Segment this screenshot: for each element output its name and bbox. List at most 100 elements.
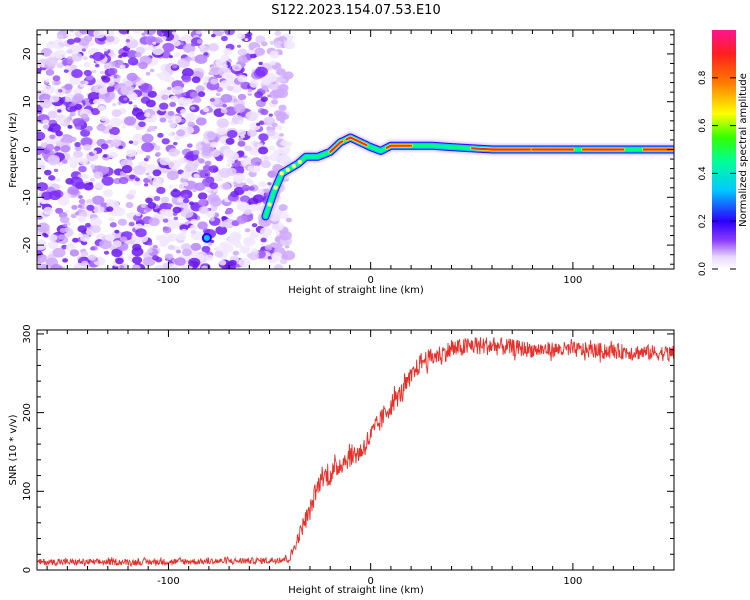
noise-speckle	[49, 86, 56, 92]
noise-speckle	[216, 118, 230, 129]
noise-speckle	[43, 124, 49, 130]
noise-speckle	[145, 172, 150, 176]
noise-speckle	[268, 145, 275, 151]
noise-speckle	[83, 62, 91, 68]
snr-xtick-label: 0	[367, 576, 373, 587]
noise-speckle	[64, 65, 71, 70]
noise-speckle	[271, 99, 279, 105]
noise-speckle	[90, 225, 101, 233]
noise-speckle	[58, 89, 63, 93]
noise-speckle	[57, 109, 62, 113]
noise-speckle	[64, 98, 70, 103]
noise-speckle	[80, 137, 93, 147]
noise-speckle	[52, 247, 66, 258]
noise-speckle	[169, 95, 179, 103]
noise-speckle	[225, 137, 235, 145]
noise-speckle	[52, 75, 61, 82]
spectrogram-xtick-label: 100	[563, 275, 582, 286]
ridge-core-red	[329, 140, 344, 153]
noise-speckle	[155, 151, 161, 157]
noise-speckle	[177, 198, 184, 203]
noise-speckle	[221, 215, 228, 221]
noise-speckle	[112, 103, 117, 107]
noise-speckle	[90, 246, 96, 251]
noise-speckle	[47, 154, 60, 165]
noise-speckle	[155, 73, 162, 78]
noise-speckle	[243, 156, 253, 164]
noise-speckle	[66, 33, 71, 37]
noise-speckle	[157, 132, 164, 138]
noise-speckle	[128, 101, 133, 105]
noise-speckle	[115, 257, 124, 265]
noise-speckle	[248, 251, 260, 261]
noise-speckle	[281, 254, 289, 260]
noise-speckle	[70, 52, 83, 62]
noise-speckle	[70, 213, 77, 219]
noise-speckle	[222, 64, 228, 69]
noise-speckle	[90, 107, 101, 116]
noise-speckle	[45, 78, 51, 83]
noise-speckle	[153, 145, 161, 151]
noise-speckle	[195, 30, 202, 35]
noise-speckle	[65, 209, 70, 213]
noise-speckle	[83, 35, 93, 42]
noise-speckle	[112, 240, 122, 248]
noise-speckle	[202, 107, 210, 113]
noise-speckle	[125, 149, 137, 158]
noise-speckle	[233, 98, 238, 102]
noise-speckle	[131, 108, 144, 117]
snr-series-line	[37, 337, 674, 568]
noise-speckle	[92, 51, 105, 61]
noise-speckle	[143, 30, 156, 36]
ridge-blob	[267, 202, 272, 207]
noise-speckle	[67, 38, 75, 45]
noise-speckle	[54, 49, 67, 59]
noise-speckle	[140, 203, 147, 209]
noise-speckle	[66, 48, 73, 54]
noise-speckle	[169, 101, 177, 108]
noise-speckle	[250, 228, 255, 233]
noise-speckle	[89, 217, 103, 227]
noise-speckle	[154, 37, 163, 44]
noise-speckle	[89, 177, 96, 182]
noise-speckle	[177, 96, 188, 105]
noise-speckle	[144, 183, 149, 187]
noise-speckle	[267, 255, 273, 260]
noise-speckle	[40, 47, 53, 57]
noise-speckle	[263, 72, 277, 83]
ridge-core-red	[345, 136, 368, 147]
noise-speckle	[236, 215, 248, 224]
noise-speckle	[190, 106, 196, 110]
noise-speckle	[236, 201, 250, 212]
noise-speckle	[109, 117, 123, 128]
noise-speckle	[77, 225, 87, 233]
noise-speckle	[71, 69, 83, 79]
noise-speckle	[197, 199, 207, 206]
noise-speckle	[238, 120, 244, 125]
noise-speckle	[60, 191, 72, 200]
noise-speckle	[162, 226, 172, 234]
noise-speckle	[141, 133, 154, 143]
snr-xtick-label: 100	[563, 576, 582, 587]
noise-speckle	[146, 248, 153, 254]
noise-speckle	[175, 249, 182, 254]
noise-speckle	[278, 51, 283, 56]
noise-speckle	[57, 162, 63, 167]
noise-speckle	[236, 32, 246, 40]
noise-speckle	[156, 186, 166, 195]
noise-speckle	[69, 106, 75, 111]
noise-speckle	[201, 245, 211, 253]
noise-speckle	[238, 257, 251, 268]
noise-speckle	[225, 208, 234, 215]
noise-speckle	[179, 224, 189, 232]
noise-speckle	[240, 134, 245, 139]
noise-speckle	[249, 231, 259, 239]
noise-speckle	[106, 124, 113, 130]
noise-speckle	[275, 76, 284, 83]
noise-speckle	[250, 50, 256, 55]
noise-speckle	[83, 144, 92, 151]
noise-speckle	[109, 83, 114, 87]
noise-speckle	[190, 229, 197, 235]
noise-speckle	[222, 72, 233, 80]
noise-speckle	[216, 127, 227, 136]
